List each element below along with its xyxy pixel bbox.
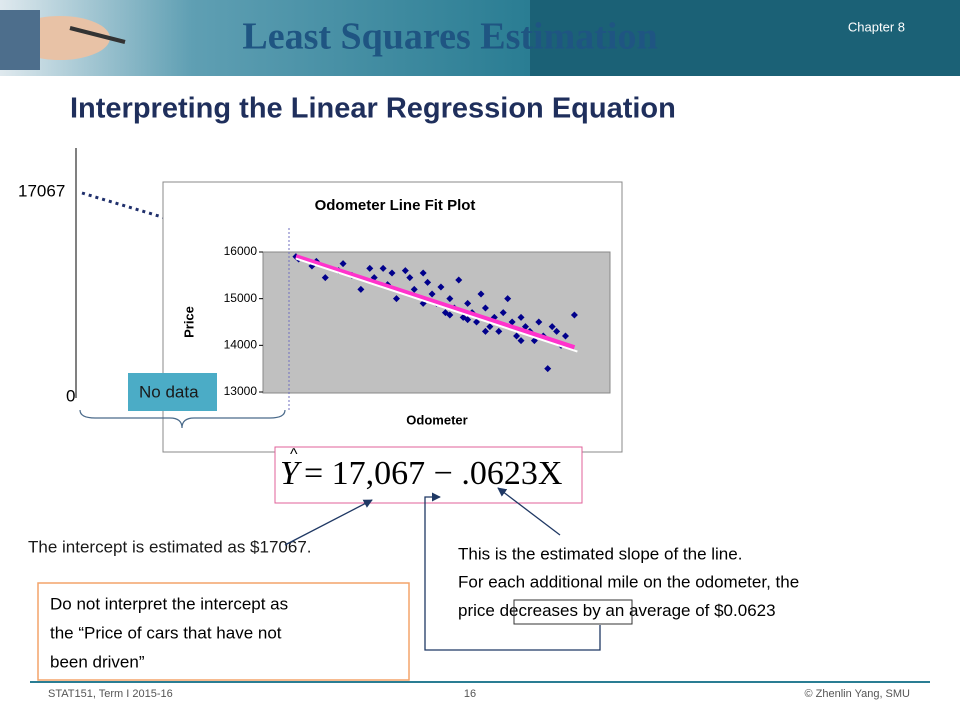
data-point — [504, 295, 512, 303]
data-point — [401, 267, 409, 275]
data-point — [406, 274, 414, 282]
data-point — [513, 332, 521, 340]
decreases-connector — [424, 492, 601, 651]
data-point — [464, 316, 472, 324]
equation-lhs: Y — [280, 455, 302, 492]
caution-box — [37, 582, 410, 681]
footer-page: 16 — [464, 688, 476, 700]
plot-title: Odometer Line Fit Plot — [315, 197, 476, 214]
equation-box — [274, 446, 583, 504]
decreases-box — [513, 599, 633, 625]
data-point — [553, 327, 561, 335]
plot-x-label: Odometer — [406, 412, 467, 427]
data-point — [366, 264, 374, 272]
intercept-arrow — [284, 499, 373, 546]
data-point — [495, 327, 503, 335]
subtitle: Interpreting the Linear Regression Equat… — [70, 93, 676, 125]
data-point — [481, 327, 489, 335]
intercept-note: The intercept is estimated as $17067. — [28, 537, 312, 556]
data-point — [486, 323, 494, 331]
data-point — [392, 295, 400, 303]
data-point — [446, 295, 454, 303]
footer-course: STAT151, Term I 2015-16 — [48, 688, 173, 700]
data-point — [517, 337, 525, 345]
data-point — [424, 278, 432, 286]
zero-label: 0 — [66, 386, 75, 405]
text-part: price — [458, 601, 500, 620]
data-point — [548, 323, 556, 331]
brace — [79, 409, 286, 429]
data-point — [570, 311, 578, 319]
slope-note-2: For each additional mile on the odometer… — [458, 572, 799, 591]
data-point — [419, 269, 427, 277]
data-point — [455, 276, 463, 284]
slope-note-3: price decreases by an average of $0.0623 — [458, 601, 776, 620]
data-point — [517, 313, 525, 321]
pen-image — [0, 10, 126, 70]
data-point — [499, 309, 507, 317]
footer-author: © Zhenlin Yang, SMU — [804, 688, 910, 700]
data-point — [508, 318, 516, 326]
y-tick-label: 15000 — [224, 291, 258, 305]
equation-rhs: = 17,067 − .0623X — [304, 455, 562, 492]
y-tick-label: 13000 — [224, 384, 258, 398]
no-data-label: No data — [139, 382, 199, 401]
data-point — [410, 285, 418, 293]
plot-area — [262, 251, 611, 394]
caution-line: the “Price of cars that have not — [50, 623, 282, 642]
data-point — [473, 318, 481, 326]
fit-line — [295, 254, 576, 350]
trend-line — [295, 257, 578, 353]
text-part: decreases — [500, 601, 578, 620]
text-part: by an average of $0.0623 — [578, 601, 776, 620]
plot-y-label: Price — [181, 306, 196, 338]
hat: ^ — [290, 446, 298, 463]
data-point — [388, 269, 396, 277]
chapter-label: Chapter 8 — [848, 19, 905, 34]
data-point — [535, 318, 543, 326]
intercept-label: 17067 — [18, 181, 65, 200]
header-dark — [530, 0, 960, 76]
slide-title: Least Squares Estimation — [242, 16, 657, 58]
data-point — [481, 304, 489, 312]
caution-line: Do not interpret the intercept as — [50, 594, 288, 613]
data-point — [339, 260, 347, 268]
y-tick-label: 14000 — [224, 338, 258, 352]
y-tick-label: 16000 — [224, 244, 258, 258]
no-data-box — [128, 373, 217, 411]
data-point — [379, 264, 387, 272]
slope-note-1: This is the estimated slope of the line. — [458, 544, 742, 563]
data-point — [464, 299, 472, 307]
slope-arrow — [497, 487, 561, 536]
data-point — [428, 290, 436, 298]
data-point — [562, 332, 570, 340]
caution-line: been driven” — [50, 652, 145, 671]
data-point — [321, 274, 329, 282]
data-point — [357, 285, 365, 293]
data-point — [437, 283, 445, 291]
data-point — [544, 365, 552, 373]
data-point — [477, 290, 485, 298]
plot-layer: 13000 14000 15000 16000 — [224, 244, 578, 398]
data-point — [446, 311, 454, 319]
